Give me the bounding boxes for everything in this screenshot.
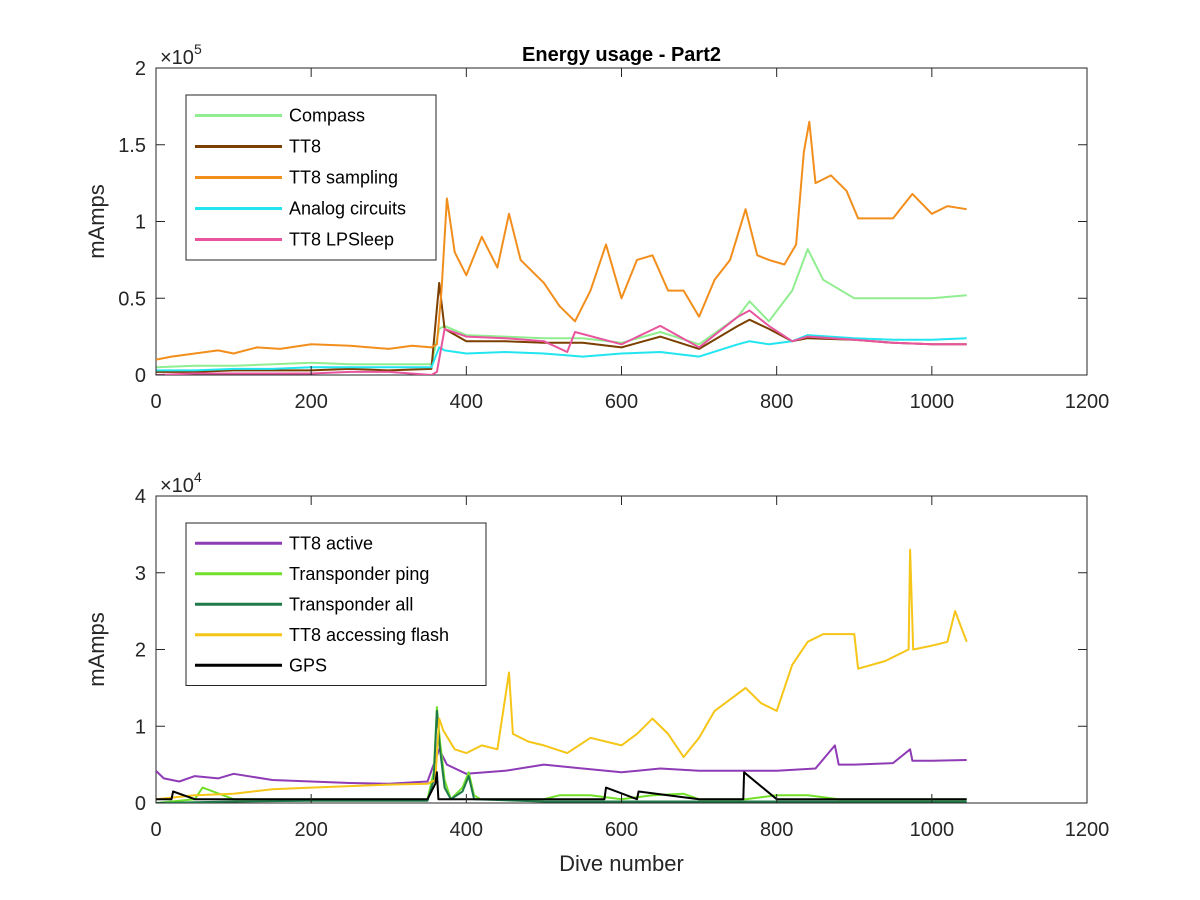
legend-label: TT8 LPSleep (289, 230, 394, 250)
series-line-tt8-accessing-flash (156, 548, 968, 801)
legend-label: Transponder all (289, 594, 413, 614)
y-tick-label: 0 (135, 365, 146, 387)
x-tick-label: 200 (294, 391, 327, 413)
x-tick-label: 400 (450, 819, 483, 841)
x-tick-label: 600 (605, 391, 638, 413)
y-exponent-label: ×105 (160, 41, 202, 69)
y-tick-label: 0 (135, 793, 146, 815)
y-tick-label: 1 (135, 212, 146, 234)
top-legend: Compass TT8 TT8 sampling Analog circuits TT8… (185, 94, 437, 261)
chart-title: Energy usage - Part2 (522, 44, 721, 66)
y-tick-label: 3 (135, 563, 146, 585)
top-panel: 0 200 400 600 800 1000 1200 0 0.5 1 1.5 2 ×105 mAmps E… (84, 41, 1109, 413)
x-tick-label: 400 (450, 391, 483, 413)
series-line-gps (156, 771, 967, 801)
series-line-tt8 (156, 281, 967, 373)
legend-label: TT8 sampling (289, 168, 398, 188)
x-tick-label: 800 (760, 391, 793, 413)
legend-label: TT8 accessing flash (289, 625, 449, 645)
legend-label: GPS (289, 655, 327, 675)
series-line-analog-circuits (156, 334, 967, 372)
y-tick-label: 4 (135, 486, 146, 508)
x-tick-label: 1200 (1065, 391, 1110, 413)
series-line-transponder-all (156, 709, 967, 803)
top-series-group (156, 120, 967, 375)
y-exponent-label: ×104 (160, 469, 202, 497)
bottom-panel: 0 200 400 600 800 1000 1200 0 1 2 3 4 ×104 mAmps Dive … (84, 469, 1109, 876)
bottom-legend: TT8 active Transponder ping Transponder al… (185, 522, 487, 686)
y-tick-label: 1 (135, 716, 146, 738)
series-line-tt8-sampling (156, 120, 967, 361)
legend-label: Analog circuits (289, 199, 406, 219)
x-tick-label: 800 (760, 819, 793, 841)
y-tick-label: 1.5 (118, 135, 146, 157)
y-axis-label: mAmps (84, 612, 109, 687)
y-tick-label: 0.5 (118, 288, 146, 310)
x-axis-label: Dive number (559, 851, 684, 876)
series-line-compass (156, 248, 967, 369)
legend-label: Compass (289, 106, 365, 126)
bottom-series-group (156, 548, 968, 803)
x-tick-label: 1000 (910, 819, 955, 841)
legend-label: TT8 active (289, 533, 373, 553)
legend-label: Transponder ping (289, 564, 429, 584)
y-tick-label: 2 (135, 58, 146, 80)
y-axis-label: mAmps (84, 184, 109, 259)
x-tick-label: 0 (150, 819, 161, 841)
x-tick-label: 600 (605, 819, 638, 841)
x-tick-label: 1200 (1065, 819, 1110, 841)
series-line-tt8-active (156, 744, 967, 785)
legend-label: TT8 (289, 137, 321, 157)
x-tick-label: 200 (294, 819, 327, 841)
series-line-tt8-lpsleep (156, 309, 967, 375)
y-tick-label: 2 (135, 640, 146, 662)
x-tick-label: 0 (150, 391, 161, 413)
x-tick-label: 1000 (910, 391, 955, 413)
